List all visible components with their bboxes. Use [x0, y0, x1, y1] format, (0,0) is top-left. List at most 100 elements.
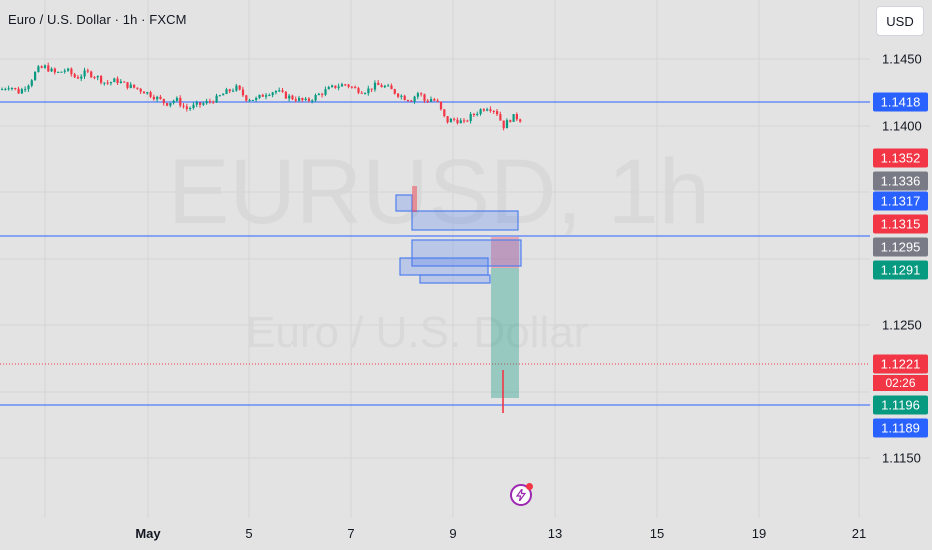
candle-body	[337, 86, 340, 88]
price-chart[interactable]	[0, 0, 870, 518]
candle-body	[67, 68, 70, 71]
candle-body	[90, 71, 93, 78]
candle-body	[512, 114, 515, 122]
candle-body	[416, 93, 419, 97]
candle-body	[113, 78, 116, 83]
candle-body	[423, 94, 426, 101]
price-tag: 1.1336	[873, 171, 928, 191]
chart-area[interactable]: EURUSD, 1h Euro / U.S. Dollar Euro / U.S…	[0, 0, 870, 518]
candle-body	[476, 113, 479, 115]
candle-body	[413, 96, 416, 102]
candle-body	[152, 96, 155, 100]
price-axis-label: 1.1150	[882, 450, 921, 466]
candle-body	[357, 88, 360, 93]
candle-body	[373, 82, 377, 90]
candle-body	[364, 93, 367, 95]
candle-body	[119, 81, 122, 83]
candle-body	[123, 81, 126, 83]
order-block-zone	[412, 186, 417, 212]
candle-body	[212, 101, 215, 103]
time-axis-label: 15	[649, 526, 665, 541]
candle-body	[70, 68, 73, 75]
candle-body	[235, 85, 238, 91]
candle-body	[301, 97, 304, 101]
candle-body	[509, 120, 512, 122]
candle-body	[390, 85, 393, 90]
candle-body	[331, 85, 334, 88]
candle-body	[370, 88, 373, 90]
candle-body	[47, 65, 50, 72]
candle-body	[515, 114, 518, 120]
candle-body	[218, 95, 221, 97]
candle-body	[456, 119, 459, 124]
candle-body	[238, 85, 241, 90]
candle-body	[420, 93, 423, 95]
candle-body	[367, 88, 370, 94]
candle-body	[426, 100, 429, 102]
candle-body	[10, 88, 14, 90]
candle-body	[189, 108, 192, 110]
time-axis-label: 9	[449, 526, 457, 541]
candle-body	[57, 71, 60, 73]
candle-body	[245, 95, 248, 101]
candle-body	[321, 93, 324, 95]
candle-body	[106, 82, 109, 84]
order-block-zone	[411, 239, 522, 267]
name-watermark: Euro / U.S. Dollar	[246, 308, 589, 357]
candle-body	[393, 89, 396, 94]
currency-button[interactable]: USD	[876, 6, 924, 36]
candle-body	[7, 88, 10, 90]
candle-body	[126, 82, 129, 88]
candle-body	[228, 89, 231, 92]
candle-body	[116, 78, 119, 83]
candle-body	[133, 84, 136, 88]
candle-body	[410, 100, 413, 102]
candle-body	[43, 65, 47, 68]
candle-body	[232, 90, 235, 92]
candle-body	[86, 70, 89, 72]
candle-body	[50, 68, 53, 72]
candle-body	[436, 100, 439, 102]
candle-body	[192, 104, 195, 109]
candle-body	[430, 99, 433, 102]
candle-body	[449, 118, 452, 123]
candle-body	[142, 91, 146, 94]
candle-body	[380, 85, 383, 88]
candle-body	[439, 101, 443, 110]
lightning-icon	[516, 489, 526, 501]
candle-body	[298, 97, 301, 101]
candle-body	[34, 71, 37, 81]
price-axis-label: 1.1450	[882, 51, 922, 67]
candle-body	[278, 90, 281, 92]
candle-body	[311, 100, 314, 102]
time-axis-label: 19	[751, 526, 767, 541]
candle-body	[261, 94, 264, 97]
flash-icon[interactable]	[510, 483, 533, 506]
candle-body	[162, 98, 165, 104]
candle-body	[466, 120, 469, 122]
candle-body	[63, 70, 66, 72]
candle-body	[30, 80, 33, 86]
candle-body	[100, 76, 103, 83]
candle-body	[486, 109, 489, 111]
candle-body	[103, 82, 106, 84]
candle-body	[479, 109, 482, 114]
candle-body	[294, 99, 297, 101]
candle-body	[172, 100, 175, 103]
price-axis-label: 1.1250	[882, 317, 922, 333]
candle-body	[255, 97, 258, 100]
candle-body	[1, 89, 4, 91]
candle-body	[53, 68, 56, 73]
time-axis-label: 21	[851, 526, 867, 541]
candle-body	[37, 66, 40, 72]
candle-body	[443, 109, 446, 117]
candle-body	[20, 89, 23, 94]
price-tag: 1.1315	[873, 214, 928, 234]
candle-body	[499, 114, 502, 121]
candle-body	[146, 92, 149, 94]
candle-body	[169, 102, 172, 106]
price-tag: 1.1352	[873, 148, 928, 168]
candle-body	[251, 99, 254, 101]
candle-body	[205, 101, 208, 104]
candle-body	[327, 87, 330, 90]
